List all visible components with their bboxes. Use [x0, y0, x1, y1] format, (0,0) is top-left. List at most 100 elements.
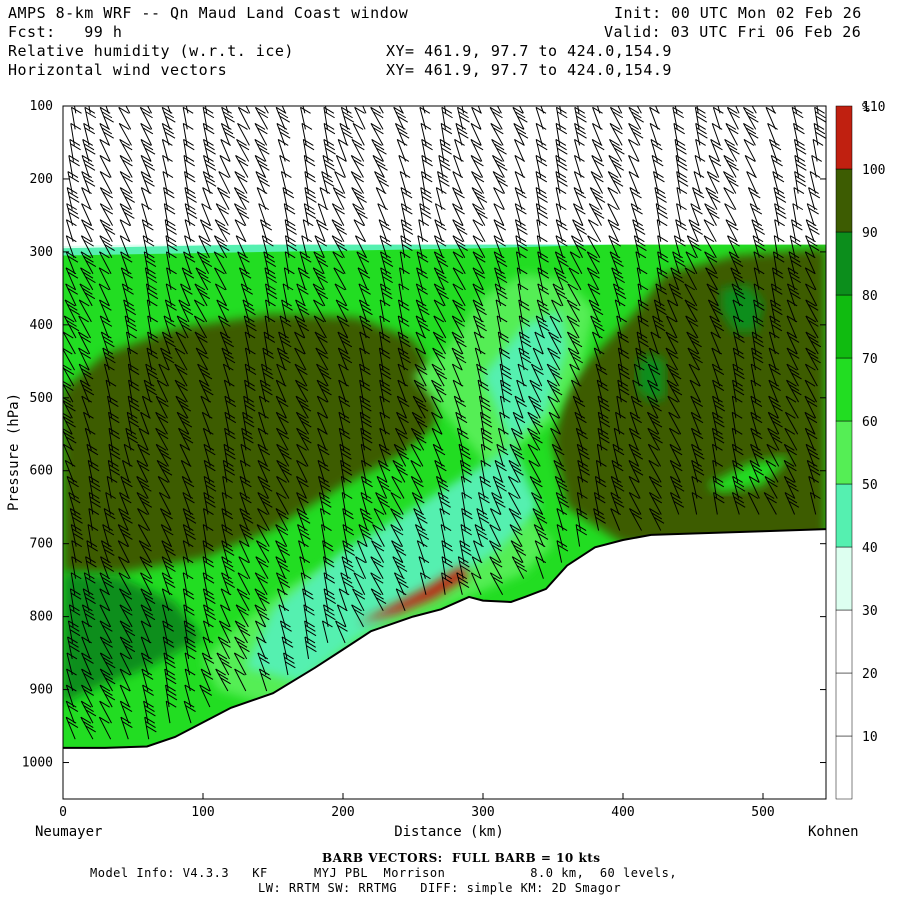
wind-barb-flag — [501, 372, 512, 380]
wind-barb-flag — [733, 331, 744, 339]
wind-barb-flag — [474, 271, 486, 279]
wind-barb — [202, 187, 212, 210]
wind-barb-flag — [200, 219, 211, 227]
wind-barb — [374, 171, 386, 194]
wind-barb — [254, 588, 267, 612]
terrain — [63, 528, 826, 799]
wind-barb-flag — [653, 319, 665, 327]
wind-barb-flag — [732, 395, 743, 403]
wind-barb — [509, 524, 523, 547]
wind-barb — [295, 379, 309, 403]
wind-barb-flag — [377, 203, 389, 211]
wind-barb-flag — [786, 464, 797, 472]
wind-barb-flag — [441, 147, 452, 155]
wind-barb — [352, 203, 366, 226]
wind-barb-flag — [83, 705, 94, 712]
wind-barb-flag — [341, 468, 353, 476]
wind-barb-flag — [771, 303, 782, 311]
wind-barb-flag — [783, 459, 795, 467]
wind-barb — [341, 556, 349, 579]
wind-barb-flag — [243, 436, 254, 444]
wind-barb-flag — [123, 287, 134, 295]
wind-barb-flag — [652, 315, 663, 323]
wind-barb-flag — [673, 111, 684, 119]
wind-barb — [786, 363, 799, 387]
wind-barb-flag — [556, 111, 568, 119]
wind-barb-flag — [108, 459, 119, 467]
wind-barb-flag — [398, 335, 410, 343]
wind-barb-flag — [768, 411, 779, 419]
wind-barb-flag — [354, 143, 365, 151]
wind-barb — [629, 508, 642, 531]
wind-barb — [410, 428, 425, 451]
wind-barb — [78, 347, 90, 371]
wind-barb-flag — [416, 528, 428, 536]
wind-barb-flag — [180, 283, 191, 291]
wind-barb — [233, 187, 247, 210]
wind-barb — [296, 283, 306, 307]
wind-barb-flag — [568, 267, 580, 275]
wind-barb-flag — [67, 171, 79, 178]
wind-barb-flag — [379, 347, 390, 355]
wind-barb-flag — [392, 459, 404, 467]
wind-barb-flag — [122, 516, 133, 524]
wind-barb-flag — [241, 496, 252, 504]
wind-barb-flag — [99, 684, 111, 692]
wind-barb-flag — [554, 267, 565, 275]
wind-barb-flag — [751, 416, 763, 424]
wind-barb-flag — [788, 484, 799, 492]
wind-barb-flag — [317, 352, 329, 359]
wind-barb — [432, 347, 446, 371]
wind-barb-flag — [394, 560, 406, 568]
wind-barb-flag — [285, 223, 297, 231]
wind-barb-flag — [185, 532, 196, 540]
wind-barb-flag — [225, 416, 237, 424]
wind-barb-flag — [609, 122, 621, 130]
wind-barb — [333, 267, 347, 291]
colorbar-label: 70 — [862, 352, 878, 367]
wind-barb — [591, 139, 603, 162]
wind-barb — [527, 428, 541, 451]
wind-barb-flag — [147, 299, 158, 307]
wind-barb — [667, 299, 678, 323]
wind-barb-flag — [370, 588, 382, 596]
wind-barb — [730, 267, 740, 291]
wind-barb — [303, 604, 308, 627]
wind-barb-flag — [300, 404, 312, 412]
wind-barb-flag — [723, 171, 734, 178]
wind-barb — [548, 412, 561, 435]
wind-barb-flag — [202, 106, 214, 114]
wind-barb-flag — [122, 624, 133, 632]
wind-barb-flag — [337, 331, 349, 339]
wind-barb-flag — [120, 476, 132, 483]
wind-barb — [282, 187, 289, 210]
wind-barb — [279, 315, 287, 339]
wind-barb — [612, 444, 619, 467]
wind-barb-flag — [333, 187, 344, 195]
wind-barb-flag — [764, 476, 776, 483]
wind-barb — [350, 171, 364, 194]
wind-barb-flag — [436, 476, 447, 483]
wind-barb-flag — [238, 195, 250, 203]
wind-barb-flag — [411, 476, 422, 483]
wind-barb-flag — [220, 604, 231, 612]
wind-barb-flag — [459, 448, 471, 456]
wind-barb-flag — [400, 340, 411, 348]
wind-barb-flag — [807, 448, 818, 456]
wind-barb — [161, 572, 171, 595]
wind-barb-flag — [121, 592, 133, 600]
wind-barb — [410, 476, 423, 499]
wind-barb — [123, 444, 131, 467]
wind-barb-flag — [166, 228, 177, 235]
wind-barb — [610, 508, 621, 531]
wind-barb-flag — [530, 400, 542, 408]
wind-barb-flag — [298, 540, 309, 548]
wind-barb-flag — [611, 143, 623, 151]
wind-barb-flag — [84, 179, 96, 187]
wind-barb-flag — [815, 111, 826, 119]
wind-barb-flag — [666, 315, 677, 323]
wind-barb — [617, 106, 623, 114]
wind-barb — [783, 444, 797, 467]
wind-barb-flag — [68, 492, 80, 499]
wind-barb — [220, 123, 231, 146]
